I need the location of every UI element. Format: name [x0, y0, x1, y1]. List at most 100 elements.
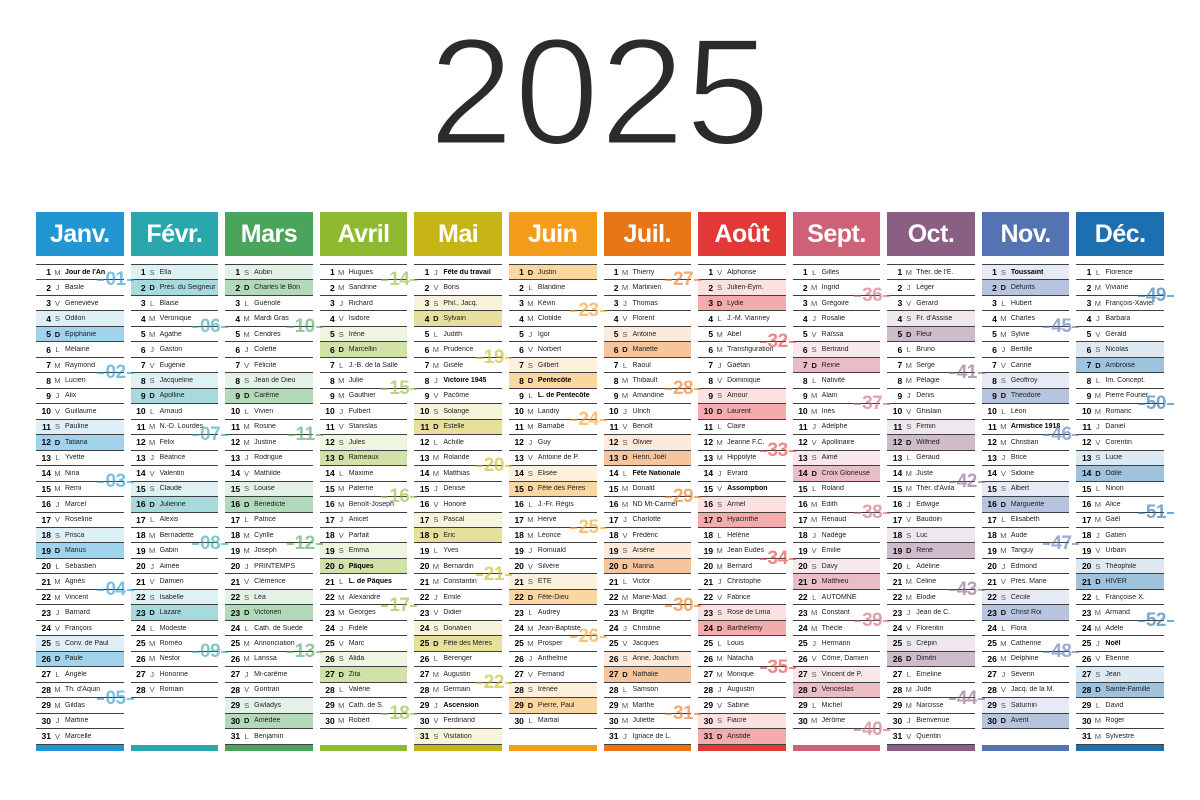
day-letter: J [150, 453, 154, 463]
day-number: 10 [41, 406, 51, 417]
day-row: 1 L Gilles [792, 265, 881, 281]
day-name: Élisée [537, 469, 557, 477]
day-name: Cyrille [254, 531, 274, 539]
day-name: Théophile [1105, 562, 1137, 570]
day-number: 8 [424, 375, 430, 386]
month-header: Oct. [887, 212, 975, 256]
day-name: Silvère [537, 562, 560, 570]
day-name: Im. Concept. [1105, 377, 1146, 385]
day-letter: M [54, 267, 61, 277]
day-letter: J [528, 546, 533, 556]
day-letter: V [149, 577, 155, 587]
day-letter: J [339, 406, 344, 416]
day-row: 18 M Aude [981, 527, 1070, 544]
day-name: Marcellin [348, 346, 377, 354]
day-number: 11 [1082, 421, 1092, 432]
day-row: 18 D Éric [414, 527, 502, 544]
day-row: 9 D Théodore [981, 388, 1070, 405]
day-letter: M [1094, 716, 1102, 726]
day-letter: M [432, 577, 439, 587]
day-number: 8 [1086, 375, 1092, 386]
day-number: 20 [41, 561, 51, 572]
day-name: Guénolé [254, 299, 281, 307]
day-number: 1 [235, 267, 241, 278]
day-row: 14 L Fête Nationale [603, 466, 692, 482]
day-number: 5 [140, 329, 146, 340]
day-letter: D [811, 685, 817, 695]
day-row: 6 D Marcellin [319, 342, 408, 358]
day-letter: L [622, 685, 628, 695]
day-row: 6 S Nicolas [1076, 342, 1164, 358]
day-name: Sylvie [1010, 330, 1030, 338]
day-row: 21 M Constantin [414, 574, 502, 590]
day-letter: D [433, 638, 439, 648]
day-number: 1 [1086, 267, 1092, 278]
day-letter: M [338, 267, 345, 277]
day-letter: S [149, 592, 155, 602]
day-name: Fabrice [727, 593, 751, 601]
day-row: 18 S Luc [887, 527, 975, 544]
day-name: Aimé [821, 454, 838, 462]
day-name: Quentin [916, 732, 941, 740]
day-row: 18 M Bernadette [130, 527, 219, 544]
day-letter: L [1095, 267, 1100, 277]
day-number: 26 [892, 653, 903, 664]
day-letter: M [621, 608, 629, 618]
day-letter: J [623, 406, 627, 416]
day-number: 30 [609, 715, 619, 726]
day-row: 21 J Christophe [698, 574, 786, 590]
day-letter: J [623, 515, 627, 525]
day-letter: V [433, 391, 439, 401]
day-row: 1 S Toussaint [981, 265, 1070, 281]
day-name: Élodie [916, 593, 936, 601]
day-name: Edmond [1010, 562, 1037, 570]
day-row: 2 D Défunts [981, 280, 1070, 296]
day-letter: S [811, 345, 817, 355]
month-footer-bar [698, 745, 786, 751]
month-header: Mars [225, 212, 313, 256]
day-letter: S [433, 406, 439, 416]
month-column: Janv. 1 M Jour de l'An 2 J Basile 3 V Geneviève 4 S… [36, 212, 134, 751]
day-row: 6 V Norbert [508, 342, 597, 358]
day-name: Céline [916, 578, 937, 586]
month-header: Avril [319, 212, 408, 256]
day-letter: M [243, 422, 250, 432]
day-number: 3 [613, 298, 619, 309]
day-number: 22 [41, 592, 51, 603]
day-number: 11 [325, 421, 335, 432]
day-name: Pascal [443, 516, 465, 524]
day-name: Géraud [916, 454, 940, 462]
day-name: Blandine [537, 284, 566, 292]
day-letter: V [717, 700, 723, 710]
day-number: 12 [892, 437, 903, 448]
month-column: Nov. 1 S Toussaint 2 D Défunts 3 L Hubert 4 M Charle… [981, 212, 1080, 751]
day-letter: V [433, 608, 439, 618]
day-letter: V [622, 530, 628, 540]
day-letter: L [528, 499, 533, 509]
day-letter: M [148, 546, 156, 556]
month-header: Janv. [36, 212, 124, 256]
day-number: 21 [325, 576, 335, 587]
day-name: Landry [537, 407, 560, 415]
day-number: 13 [1081, 452, 1092, 463]
day-number: 17 [230, 514, 241, 525]
day-row: 18 J Gatien [1076, 527, 1164, 544]
day-name: Paule [65, 655, 83, 663]
day-number: 18 [230, 530, 241, 541]
day-name: Barnabé [537, 423, 565, 431]
month-header: Nov. [981, 212, 1070, 256]
day-name: Clémence [254, 578, 286, 586]
day-row: 17 M Hervé [508, 512, 597, 528]
day-letter: M [338, 608, 345, 618]
day-letter: M [432, 453, 439, 463]
day-row: 3 V Gérard [887, 295, 975, 312]
day-name: Vincent de P. [821, 670, 863, 678]
day-number: 10 [419, 406, 430, 417]
day-name: Serge [916, 361, 935, 369]
day-letter: M [811, 406, 818, 416]
day-number: 26 [325, 653, 335, 664]
day-row: 22 M Alexandre [319, 589, 408, 606]
day-letter: D [527, 592, 534, 602]
day-name: Viviane [1105, 284, 1129, 292]
day-name: Jean de C. [916, 609, 951, 617]
